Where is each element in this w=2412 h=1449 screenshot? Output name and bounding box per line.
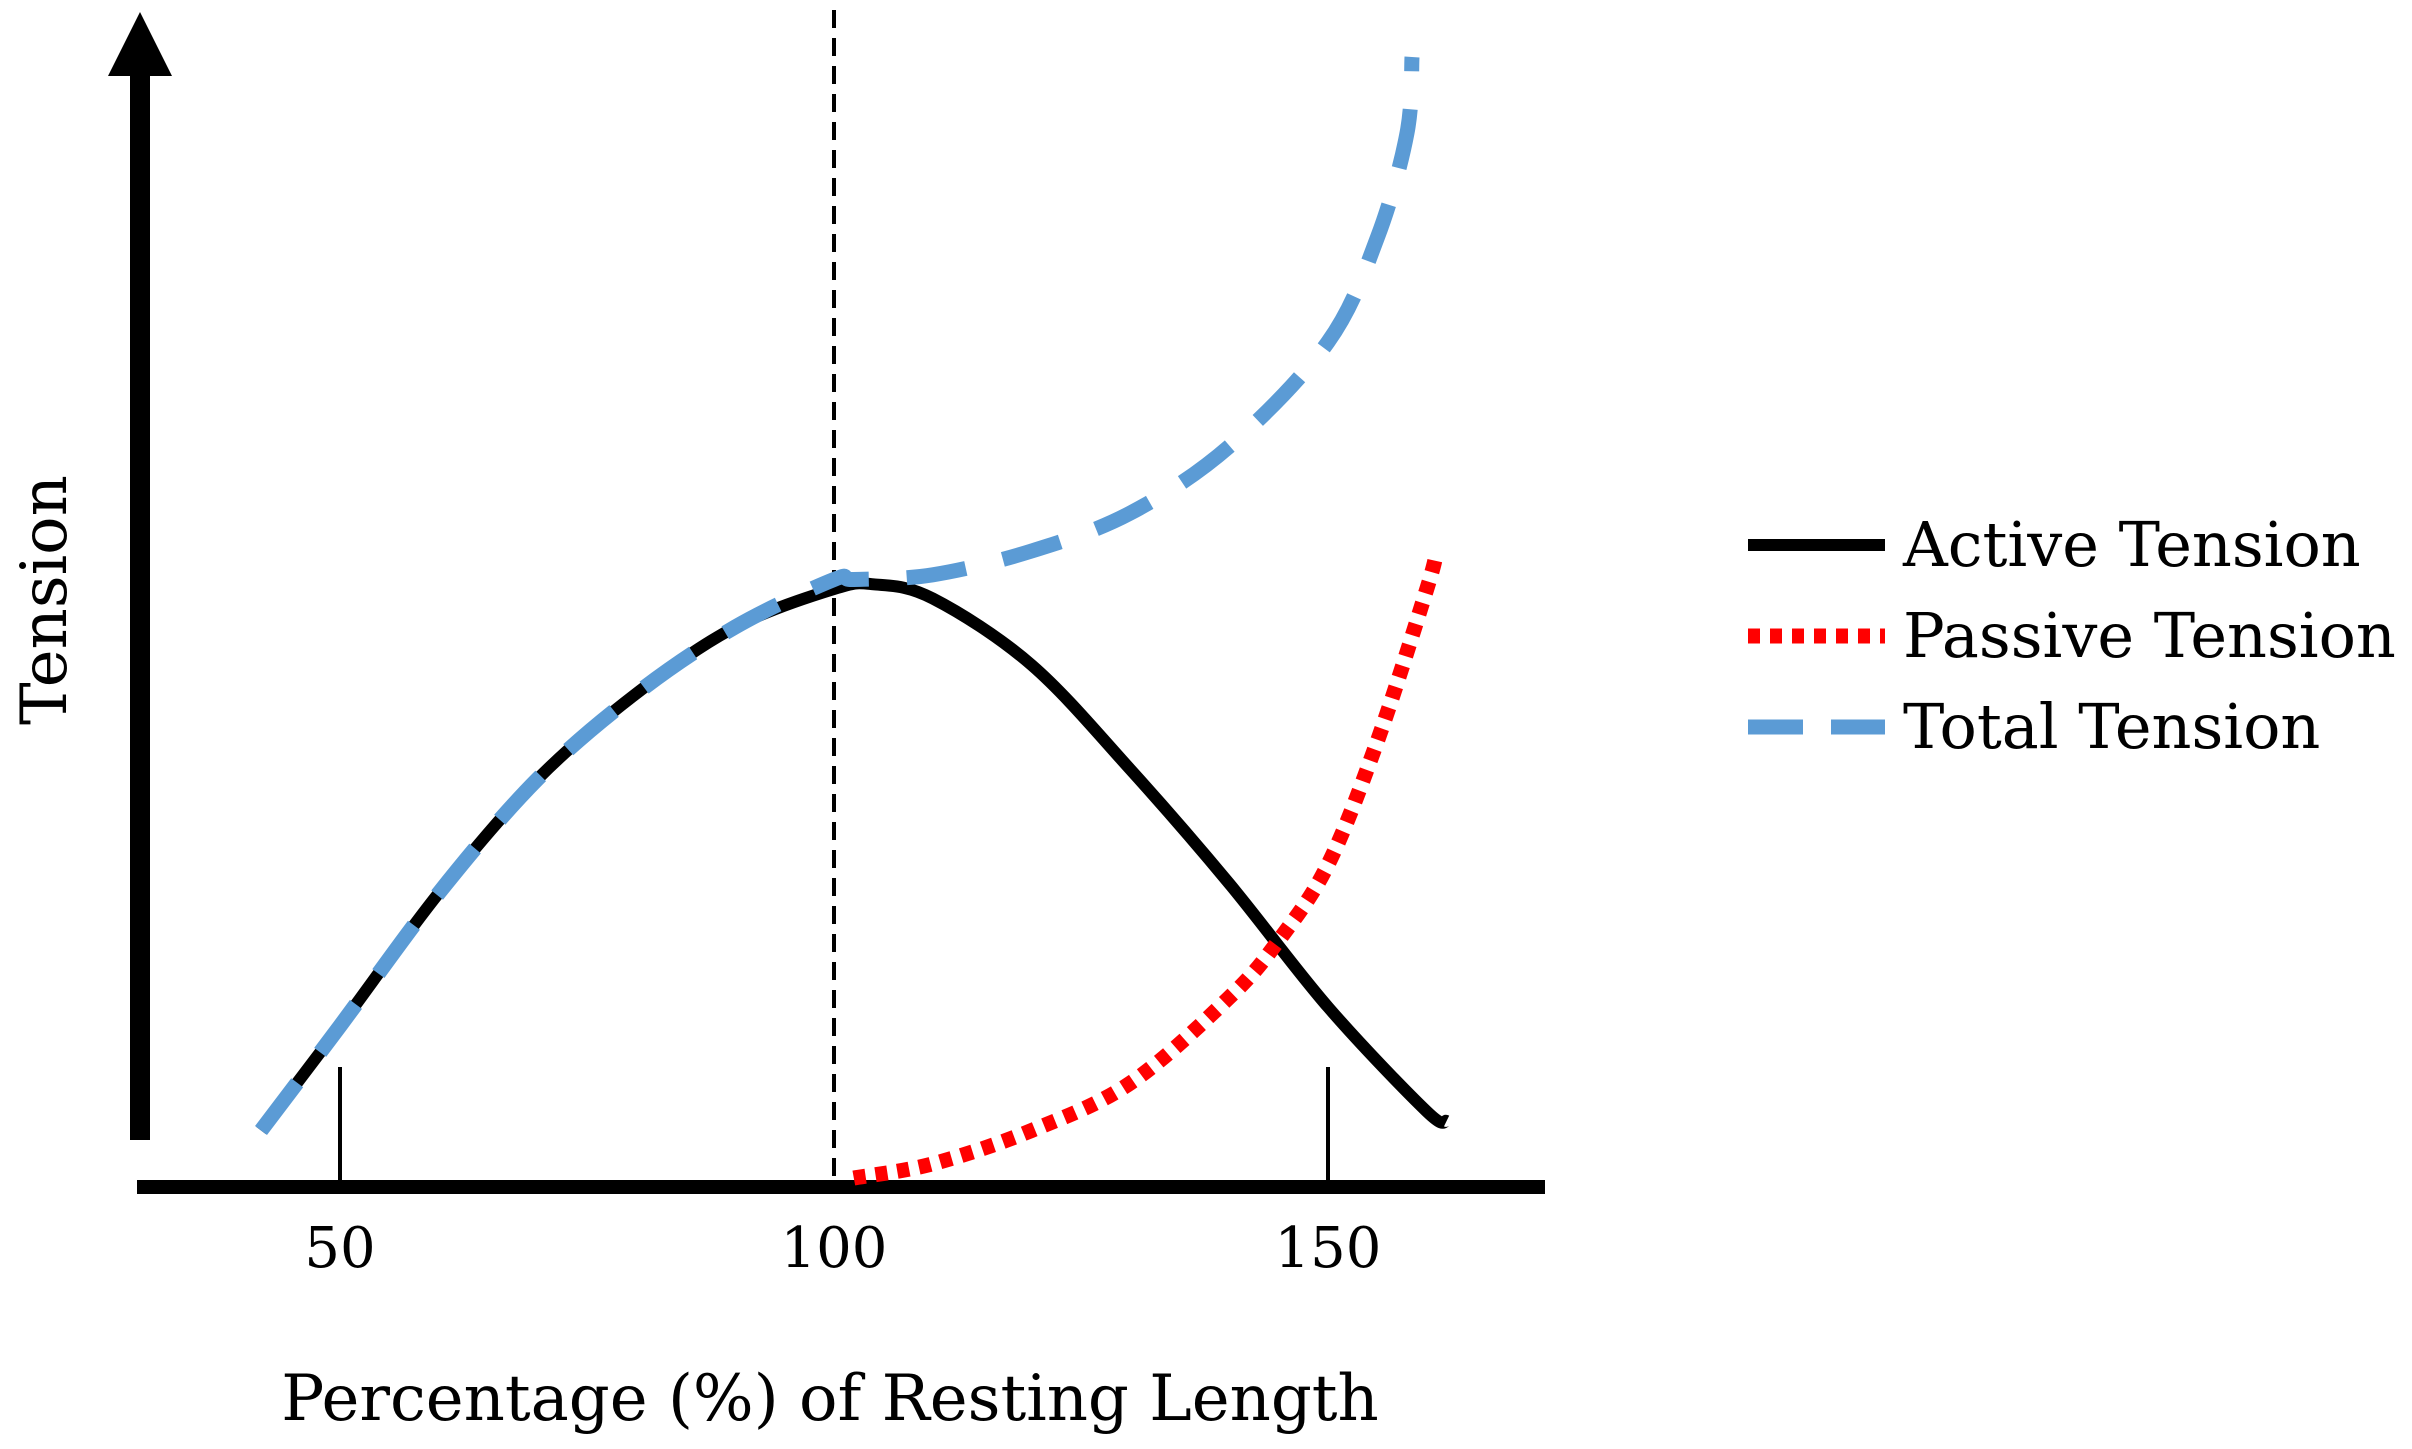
x-ticks: 50 100 150 (304, 1067, 1381, 1281)
y-axis-title: Tension (8, 475, 82, 725)
legend-label-total-tension: Total Tension (1903, 690, 2320, 763)
x-tick-label-150: 150 (1275, 1216, 1382, 1281)
series-passive-tension-line (852, 549, 1444, 1186)
legend-label-active-tension: Active Tension (1902, 508, 2361, 581)
series-active-tension-line (256, 577, 1452, 1135)
x-tick-label-50: 50 (304, 1216, 375, 1281)
series-total-tension-line (255, 56, 1420, 1136)
y-axis-arrow-icon (108, 12, 172, 76)
legend-label-passive-tension: Passive Tension (1903, 599, 2396, 672)
x-tick-label-100: 100 (781, 1216, 888, 1281)
legend: Active Tension Passive Tension Total Ten… (1748, 508, 2396, 763)
x-axis-title: Percentage (%) of Resting Length (281, 1362, 1378, 1436)
